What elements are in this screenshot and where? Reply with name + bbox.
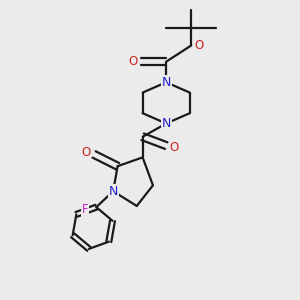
Text: N: N	[161, 117, 171, 130]
Text: O: O	[81, 146, 90, 159]
Text: O: O	[128, 55, 137, 68]
Text: F: F	[82, 203, 88, 217]
Text: O: O	[194, 39, 203, 52]
Text: N: N	[109, 185, 118, 198]
Text: N: N	[161, 76, 171, 89]
Text: O: O	[170, 141, 179, 154]
